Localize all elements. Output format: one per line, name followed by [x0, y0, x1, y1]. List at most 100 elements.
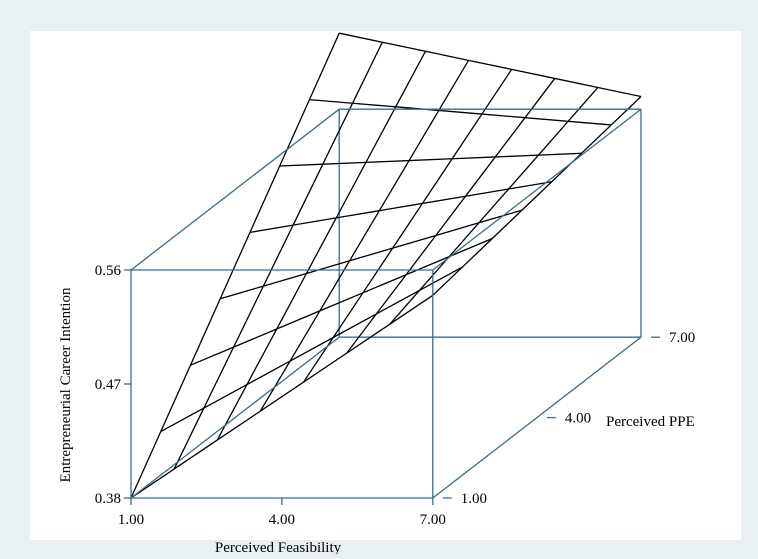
mesh-line: [418, 256, 450, 291]
mesh-line: [308, 32, 340, 100]
mesh-line: [435, 195, 467, 236]
y-tick-label: 0.38: [95, 491, 121, 507]
mesh-line: [365, 159, 410, 164]
y-tick-label: 0.47: [95, 377, 122, 393]
z-tick-label: 4.00: [565, 411, 591, 427]
mesh-line: [219, 232, 251, 300]
mesh-line: [524, 117, 569, 122]
z-axis-title: Perceived PPE: [606, 414, 695, 430]
z-tick-label: 1.00: [461, 491, 487, 507]
mesh-line: [581, 124, 612, 154]
mesh-line: [173, 439, 218, 470]
mesh-line: [246, 360, 291, 386]
mesh-line: [432, 266, 463, 296]
mesh-line: [233, 285, 264, 348]
mesh-line: [405, 256, 450, 276]
box-edge: [432, 336, 642, 499]
mesh-line: [346, 313, 377, 354]
mesh-line: [409, 158, 453, 162]
mesh-line: [303, 352, 347, 383]
mesh-line: [306, 260, 350, 275]
mesh-line: [495, 154, 539, 158]
mesh-line: [203, 383, 248, 409]
mesh-line: [491, 209, 523, 239]
box-edge: [130, 336, 340, 499]
x-tick-label: 7.00: [420, 512, 446, 528]
mesh-line: [551, 152, 582, 183]
mesh-line: [378, 160, 410, 212]
mesh-line: [538, 152, 582, 156]
mesh-line: [216, 384, 248, 441]
mesh-line: [468, 59, 512, 71]
x-axis-title: Perceived Feasibility: [215, 540, 342, 554]
mesh-line: [279, 99, 311, 167]
mesh-line: [435, 222, 480, 237]
mesh-line: [249, 224, 294, 234]
mesh-line: [465, 188, 509, 197]
mesh-line: [173, 407, 205, 470]
mesh-line: [319, 292, 364, 312]
mesh-line: [336, 210, 380, 219]
mesh-line: [448, 222, 480, 258]
mesh-line: [451, 113, 483, 160]
mesh-line: [352, 102, 396, 108]
mesh-line: [481, 69, 513, 115]
mesh-line: [537, 120, 569, 156]
axes: 0.38 0.47 0.56 1.00 4.00 7.00 1.00 4.00 7.00: [95, 263, 696, 528]
box-back-edges: [338, 109, 641, 338]
mesh-line: [220, 285, 264, 300]
mesh-line: [382, 41, 426, 52]
mesh-line: [392, 234, 436, 249]
mesh-line: [332, 313, 377, 339]
mesh-line: [246, 328, 278, 385]
mesh-line: [349, 210, 380, 262]
mesh-line: [465, 156, 496, 197]
mesh-line: [395, 50, 427, 108]
mesh-line: [349, 247, 393, 262]
mesh-line: [263, 272, 307, 287]
mesh-line: [276, 273, 308, 330]
mesh-line: [478, 209, 523, 224]
mesh-line: [262, 224, 294, 287]
mesh-line: [521, 181, 553, 211]
mesh-line: [203, 346, 235, 409]
mesh-line: [524, 78, 556, 119]
mesh-line: [481, 113, 526, 119]
mesh-line: [289, 336, 334, 362]
z-tick-label: 7.00: [669, 330, 695, 346]
mesh-line: [365, 106, 397, 163]
mesh-line: [309, 98, 353, 104]
mesh-line: [362, 274, 407, 294]
box-edge: [130, 108, 340, 271]
mesh-line: [305, 217, 337, 274]
x-tick-label: 1.00: [118, 512, 144, 528]
mesh-line: [216, 410, 261, 441]
mesh-line: [379, 202, 423, 212]
mesh-line: [597, 86, 642, 98]
mesh-line: [190, 346, 234, 366]
mesh-line: [322, 102, 354, 165]
mesh-line: [511, 68, 555, 80]
mesh-line: [249, 165, 281, 233]
surface-mesh: [130, 32, 642, 499]
mesh-line: [452, 156, 496, 160]
mesh-line: [610, 96, 642, 126]
mesh-line: [462, 238, 493, 268]
mesh-line: [478, 188, 510, 224]
box-edge: [432, 108, 642, 271]
mesh-line: [130, 431, 162, 499]
mesh-line: [554, 77, 599, 89]
mesh-line: [376, 289, 420, 315]
mesh-line: [389, 290, 420, 325]
mesh-line: [276, 310, 321, 330]
mesh-line: [422, 195, 466, 205]
mesh-line: [448, 237, 493, 258]
mesh-line: [494, 117, 526, 158]
mesh-line: [438, 109, 482, 115]
mesh-line: [567, 87, 599, 122]
mesh-line: [392, 203, 423, 249]
mesh-line: [233, 328, 277, 348]
x-tick-label: 4.00: [269, 512, 295, 528]
